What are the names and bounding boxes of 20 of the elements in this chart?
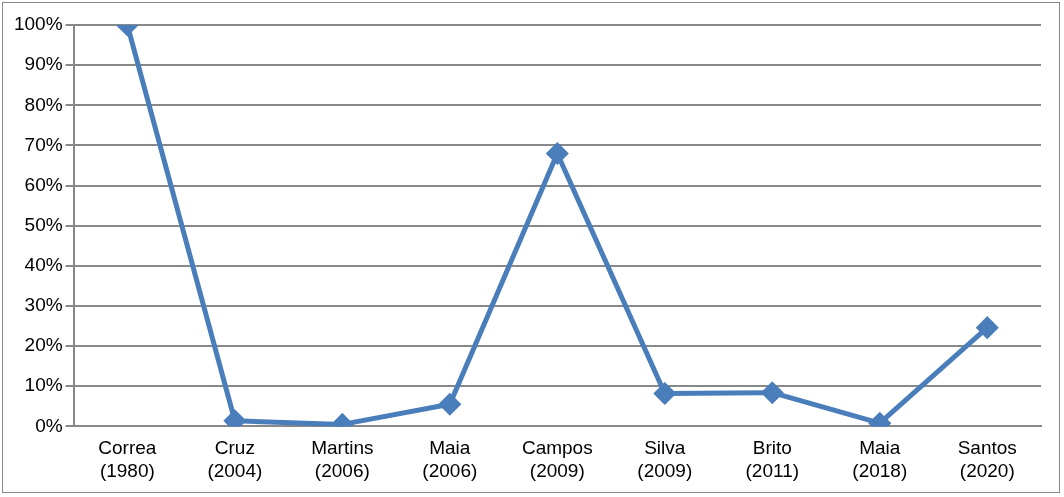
x-tick-label: Brito (2011) [745, 437, 800, 481]
y-tick-label: 0% [35, 414, 63, 436]
y-tick-label: 50% [24, 213, 63, 235]
x-tick-label: Martins (2006) [311, 437, 374, 481]
y-tick-label: 70% [24, 133, 63, 155]
y-tick-label: 100% [13, 13, 63, 35]
x-tick-label: Maia (2006) [422, 437, 478, 481]
x-tick-label: Maia (2018) [852, 437, 908, 481]
y-tick-label: 80% [24, 93, 63, 115]
x-tick-label: Silva (2009) [637, 437, 693, 481]
y-tick-label: 40% [24, 254, 63, 276]
y-tick-label: 90% [24, 53, 63, 75]
y-tick-label: 10% [24, 374, 63, 396]
x-tick-label: Cruz (2004) [207, 437, 263, 481]
y-tick-label: 30% [24, 294, 63, 316]
x-tick-label: Santos (2020) [957, 437, 1017, 481]
y-tick-label: 60% [24, 173, 63, 195]
x-tick-label: Correa (1980) [98, 437, 157, 481]
y-tick-label: 20% [24, 334, 63, 356]
x-tick-label: Campos (2009) [521, 437, 593, 481]
